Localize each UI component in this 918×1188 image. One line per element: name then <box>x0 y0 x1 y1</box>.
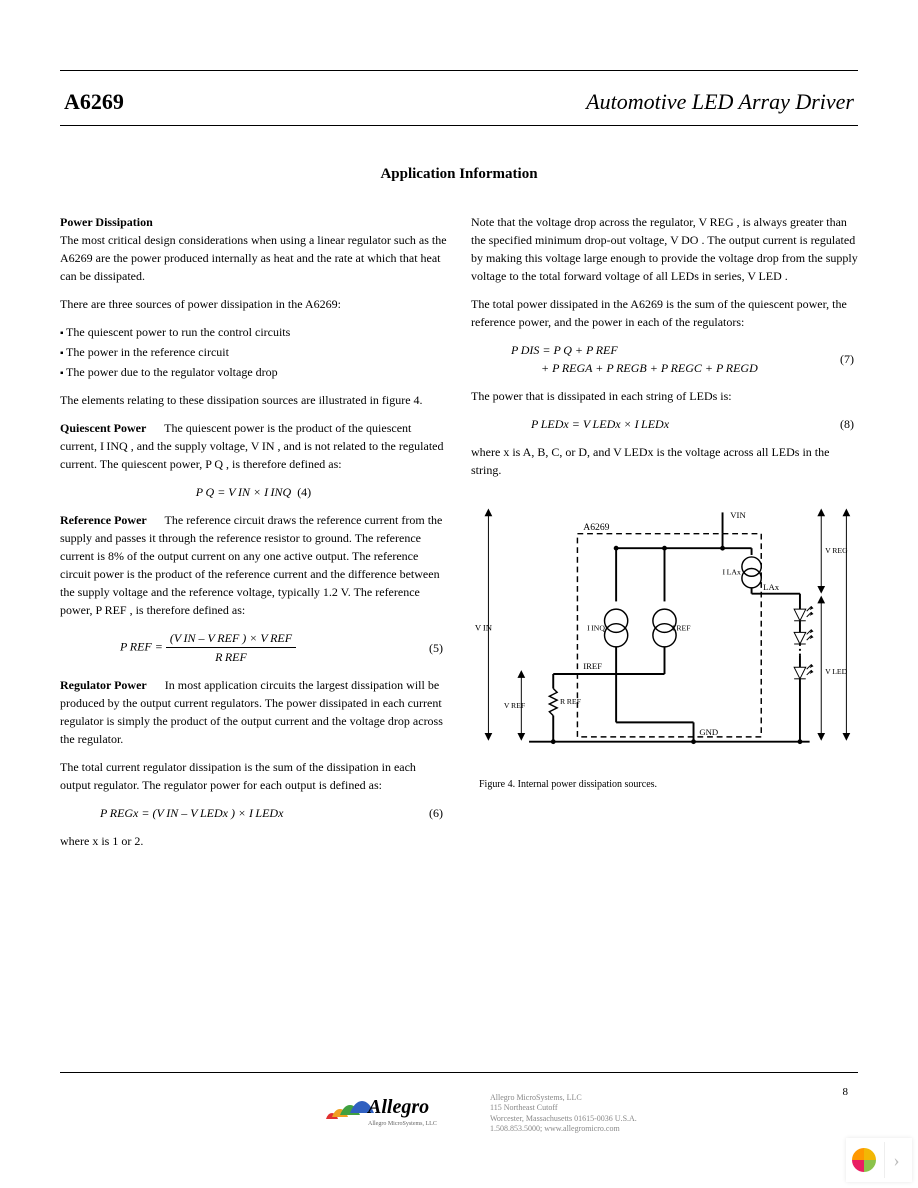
footer-addr-line: 115 Northeast Cutoff <box>490 1103 637 1113</box>
allegro-logo: Allegro Allegro MicroSystems, LLC <box>320 1089 470 1138</box>
equation-lhs: P REF = <box>120 639 163 653</box>
label-block: A6269 <box>583 522 609 533</box>
equation-denominator: R REF <box>166 648 296 666</box>
equation-7: P DIS = P Q + P REF + P REGA + P REGB + … <box>471 341 858 377</box>
para-text: The power that is dissipated in each str… <box>471 387 858 405</box>
footer-addr-line: Worcester, Massachusetts 01615-0036 U.S.… <box>490 1114 637 1124</box>
column-left: Power Dissipation The most critical desi… <box>60 213 447 860</box>
para-text: where x is 1 or 2. <box>60 832 447 850</box>
label-vref-arrow: V REF <box>504 701 526 710</box>
footer-rule <box>60 1072 858 1073</box>
equation-numerator: (V IN – V REF ) × V REF <box>166 629 296 648</box>
led-icon <box>794 664 813 679</box>
viewer-corner-widget: › <box>846 1138 912 1182</box>
para-text: where x is A, B, C, or D, and V LEDx is … <box>471 443 858 479</box>
led-icon <box>794 606 813 621</box>
logo-tagline: Allegro MicroSystems, LLC <box>368 1121 437 1127</box>
label-iref-pin: IREF <box>583 661 602 671</box>
pinwheel-icon[interactable] <box>850 1146 878 1174</box>
subhead-quiescent: Quiescent Power <box>60 421 146 435</box>
bullet-list: The quiescent power to run the control c… <box>60 323 447 381</box>
para-text: There are three sources of power dissipa… <box>60 295 447 313</box>
subhead-power-dissipation: Power Dissipation <box>60 215 153 229</box>
label-i-ref: I REF <box>672 623 691 632</box>
equation-number: (4) <box>297 485 311 499</box>
chevron-right-icon[interactable]: › <box>884 1142 908 1178</box>
header-rule-top <box>60 70 858 71</box>
equation-5: P REF = (V IN – V REF ) × V REF R REF (5… <box>60 629 447 666</box>
label-lax-pin: LAx <box>763 582 780 592</box>
equation-number: (7) <box>840 350 854 368</box>
led-icon <box>794 629 813 644</box>
para-text: Note that the voltage drop across the re… <box>471 213 858 285</box>
para-text: The most critical design considerations … <box>60 233 447 283</box>
para-text: The total power dissipated in the A6269 … <box>471 295 858 331</box>
two-column-body: Power Dissipation The most critical desi… <box>60 213 858 860</box>
section-title: Application Information <box>60 166 858 183</box>
label-i-inq: I INQ <box>587 623 605 632</box>
label-vin-pin: VIN <box>730 510 746 520</box>
part-number: A6269 <box>64 89 124 115</box>
label-vled-arrow: V LED <box>825 667 848 676</box>
header-rule-bottom <box>60 125 858 126</box>
equation-4: P Q = V IN × I INQ (4) <box>60 483 447 501</box>
subhead-regulator: Regulator Power <box>60 678 147 692</box>
document-title: Automotive LED Array Driver <box>586 89 854 115</box>
para-text: The elements relating to these dissipati… <box>60 391 447 409</box>
list-item: The power in the reference circuit <box>60 343 447 361</box>
footer: Allegro Allegro MicroSystems, LLC Allegr… <box>60 1089 858 1138</box>
logo-text: Allegro <box>366 1096 429 1118</box>
circuit-diagram: V IN V REF V REG <box>471 495 858 766</box>
equation-number: (8) <box>840 415 854 433</box>
equation-line: P DIS = P Q + P REF <box>511 341 858 359</box>
para-text: The reference circuit draws the referenc… <box>60 513 442 617</box>
equation-8: P LEDx = V LEDx × I LEDx (8) <box>471 415 858 433</box>
label-vreg-arrow: V REG <box>825 546 848 555</box>
equation-number: (6) <box>429 804 443 822</box>
label-rref: R REF <box>560 697 582 706</box>
footer-address: Allegro MicroSystems, LLC 115 Northeast … <box>490 1093 637 1135</box>
equation-number: (5) <box>429 639 443 657</box>
column-right: Note that the voltage drop across the re… <box>471 213 858 860</box>
figure-4: V IN V REF V REG <box>471 495 858 792</box>
equation-line: + P REGA + P REGB + P REGC + P REGD <box>511 359 858 377</box>
para-text: The total current regulator dissipation … <box>60 758 447 794</box>
footer-company: Allegro MicroSystems, LLC <box>490 1093 637 1103</box>
footer-addr-line: 1.508.853.5000; www.allegromicro.com <box>490 1124 637 1134</box>
list-item: The quiescent power to run the control c… <box>60 323 447 341</box>
label-vin-arrow: V IN <box>475 622 493 632</box>
list-item: The power due to the regulator voltage d… <box>60 363 447 381</box>
equation-6: P REGx = (V IN – V LEDx ) × I LEDx (6) <box>60 804 447 822</box>
equation-text: P Q = V IN × I INQ <box>196 485 291 499</box>
label-i-lax: I LAx <box>723 567 741 576</box>
equation-text: P LEDx = V LEDx × I LEDx <box>531 417 669 431</box>
label-gnd-pin: GND <box>699 727 718 737</box>
subhead-reference: Reference Power <box>60 513 147 527</box>
equation-text: P REGx = (V IN – V LEDx ) × I LEDx <box>100 806 283 820</box>
figure-caption: Figure 4. Internal power dissipation sou… <box>479 777 858 792</box>
header-row: A6269 Automotive LED Array Driver <box>60 89 858 125</box>
